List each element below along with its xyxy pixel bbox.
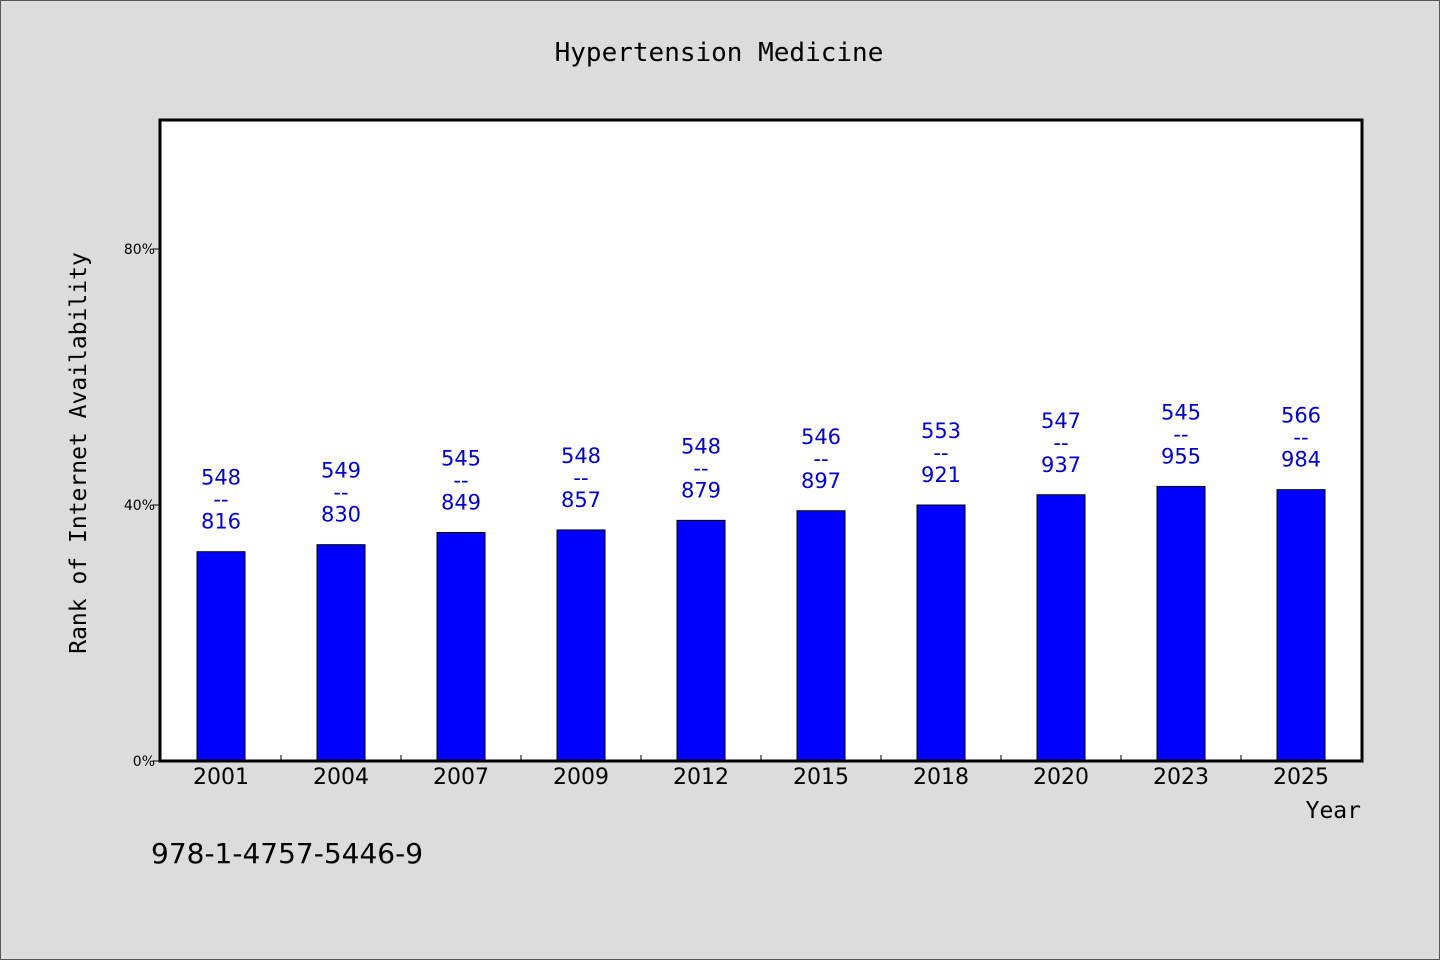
y-axis: 0% 40% 80% <box>124 242 161 770</box>
bar-label-top: 548 <box>681 434 721 458</box>
bar-label-top: 548 <box>561 444 601 468</box>
x-tick-label: 2001 <box>193 765 249 790</box>
x-tick-label: 2012 <box>673 765 729 790</box>
x-tick-label: 2023 <box>1153 765 1209 790</box>
bar-label-bottom: 857 <box>561 488 601 512</box>
x-tick-label: 2009 <box>553 765 609 790</box>
plot-frame <box>158 118 1364 763</box>
bar-label-separator: -- <box>933 441 948 465</box>
bar <box>196 551 246 762</box>
x-axis: 2001 2004 2007 2009 2012 2015 2018 2020 2023 2025 <box>193 755 1329 790</box>
bar-label-separator: -- <box>1053 431 1068 455</box>
y-axis-label: Rank of Internet Availability <box>66 252 92 654</box>
x-tick-label: 2018 <box>913 765 969 790</box>
bar-label-top: 566 <box>1281 404 1321 428</box>
bar-label-bottom: 849 <box>441 491 481 515</box>
x-axis-label: Year <box>1306 798 1361 824</box>
bar <box>436 532 486 762</box>
bar-label-separator: -- <box>1293 426 1308 450</box>
bar-label-bottom: 879 <box>681 478 721 502</box>
x-tick-label: 2007 <box>433 765 489 790</box>
x-tick-label: 2004 <box>313 765 369 790</box>
bar-label-separator: -- <box>813 447 828 471</box>
bar-label-bottom: 955 <box>1161 444 1201 468</box>
bar <box>1036 494 1086 762</box>
x-tick-label: 2015 <box>793 765 849 790</box>
bar-label-separator: -- <box>213 488 228 512</box>
isbn-text: 978-1-4757-5446-9 <box>151 837 423 870</box>
y-tick-label: 40% <box>124 498 155 514</box>
chart-title: Hypertension Medicine <box>555 38 884 68</box>
bar-label-separator: -- <box>453 469 468 493</box>
bar <box>556 529 606 762</box>
bar-label-separator: -- <box>1173 422 1188 446</box>
bar <box>316 544 366 762</box>
bar <box>796 510 846 762</box>
bar-label-top: 545 <box>1161 400 1201 424</box>
y-tick-label: 0% <box>133 754 155 770</box>
bar-label-top: 548 <box>201 466 241 490</box>
bars-group <box>196 485 1326 762</box>
bar-label-top: 547 <box>1041 409 1081 433</box>
bar-label-separator: -- <box>333 481 348 505</box>
value-labels-group: 548--816549--830545--849548--857548--879… <box>201 400 1321 533</box>
bar <box>676 519 726 762</box>
x-tick-label: 2020 <box>1033 765 1089 790</box>
bar-label-bottom: 897 <box>801 469 841 493</box>
bar-label-top: 546 <box>801 425 841 449</box>
bar <box>1276 489 1326 762</box>
bar <box>916 504 966 762</box>
y-tick-label: 80% <box>124 242 155 258</box>
bar-label-separator: -- <box>573 466 588 490</box>
bar-label-bottom: 816 <box>201 510 241 534</box>
bar-label-top: 549 <box>321 459 361 483</box>
bar-label-separator: -- <box>693 456 708 480</box>
bar-label-bottom: 984 <box>1281 448 1321 472</box>
bar-label-bottom: 830 <box>321 503 361 527</box>
bar <box>1156 485 1206 762</box>
bar-label-top: 545 <box>441 447 481 471</box>
bar-label-top: 553 <box>921 419 961 443</box>
bar-label-bottom: 921 <box>921 463 961 487</box>
bar-label-bottom: 937 <box>1041 453 1081 477</box>
x-tick-label: 2025 <box>1273 765 1329 790</box>
